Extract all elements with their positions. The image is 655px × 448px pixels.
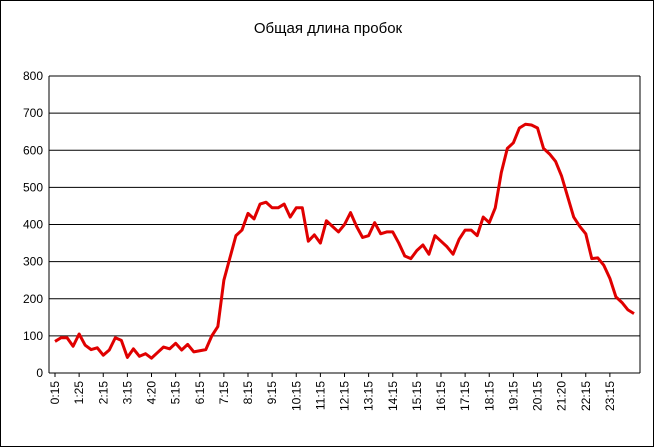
x-tick-label: 22:15 xyxy=(579,381,593,411)
y-tick-label: 400 xyxy=(23,218,43,232)
x-tick-label: 19:15 xyxy=(506,381,520,411)
data-line xyxy=(54,122,635,360)
x-tick-label: 11:15 xyxy=(313,381,327,410)
x-tick-label: 3:15 xyxy=(120,381,134,405)
x-tick-label: 18:15 xyxy=(482,381,496,411)
x-tick-label: 17:15 xyxy=(458,381,472,411)
y-tick-label: 700 xyxy=(23,106,43,120)
y-tick-label: 100 xyxy=(23,329,43,343)
x-tick-label: 12:15 xyxy=(338,381,352,411)
y-tick-label: 200 xyxy=(23,292,43,306)
x-tick-label: 5:15 xyxy=(169,381,183,405)
y-tick-label: 600 xyxy=(23,143,43,157)
y-tick-label: 0 xyxy=(36,366,43,380)
x-tick-label: 23:15 xyxy=(603,381,617,411)
y-tick-label: 800 xyxy=(23,69,43,83)
y-tick-label: 300 xyxy=(23,255,43,269)
x-tick-label: 20:15 xyxy=(531,381,545,411)
x-tick-label: 0:15 xyxy=(48,381,62,405)
x-tick-label: 10:15 xyxy=(289,381,303,411)
x-tick-label: 1:25 xyxy=(72,381,86,405)
x-tick-label: 6:15 xyxy=(193,381,207,405)
x-tick-label: 15:15 xyxy=(410,381,424,411)
x-tick-label: 2:15 xyxy=(96,381,110,405)
x-tick-label: 8:15 xyxy=(241,381,255,405)
x-tick-label: 13:15 xyxy=(362,381,376,411)
chart-title: Общая длина пробок xyxy=(254,20,403,37)
x-tick-label: 7:15 xyxy=(217,381,231,405)
x-tick-label: 16:15 xyxy=(434,381,448,411)
x-tick-label: 14:15 xyxy=(386,381,400,411)
x-tick-label: 21:20 xyxy=(555,381,569,411)
y-tick-label: 500 xyxy=(23,180,43,194)
x-tick-label: 9:15 xyxy=(265,381,279,405)
x-tick-label: 4:20 xyxy=(145,381,159,405)
